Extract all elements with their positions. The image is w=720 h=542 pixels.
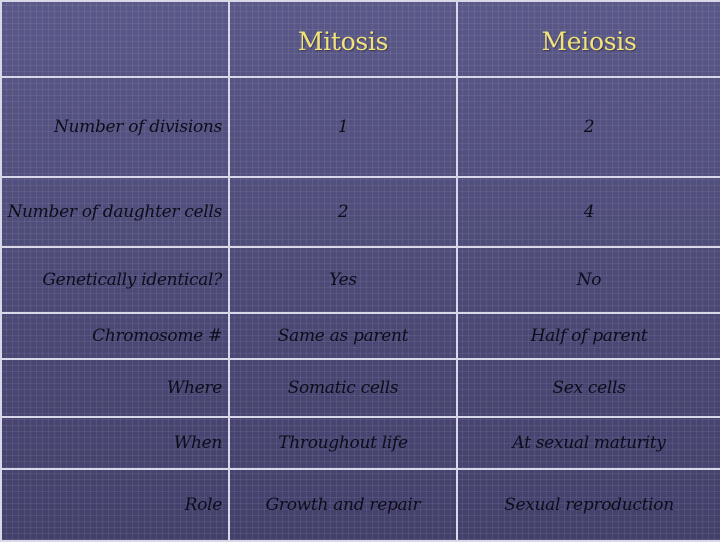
header-row: Mitosis Meiosis xyxy=(0,0,720,78)
row-label: Number of divisions xyxy=(0,76,230,178)
table-row: Chromosome # Same as parent Half of pare… xyxy=(0,312,720,360)
table-row: Number of daughter cells 2 4 xyxy=(0,176,720,248)
row-label: Where xyxy=(0,358,230,418)
row-label: When xyxy=(0,416,230,470)
meiosis-cell: 2 xyxy=(456,76,720,178)
meiosis-cell: No xyxy=(456,246,720,314)
row-label: Genetically identical? xyxy=(0,246,230,314)
table-row: Role Growth and repair Sexual reproducti… xyxy=(0,468,720,542)
meiosis-cell: At sexual maturity xyxy=(456,416,720,470)
meiosis-cell: Sexual reproduction xyxy=(456,468,720,542)
row-label: Role xyxy=(0,468,230,542)
mitosis-cell: Somatic cells xyxy=(228,358,458,418)
meiosis-cell: Half of parent xyxy=(456,312,720,360)
column-header-mitosis: Mitosis xyxy=(228,0,458,78)
meiosis-cell: 4 xyxy=(456,176,720,248)
table-row: Number of divisions 1 2 xyxy=(0,76,720,178)
row-label: Chromosome # xyxy=(0,312,230,360)
corner-cell xyxy=(0,0,230,78)
table-row: Genetically identical? Yes No xyxy=(0,246,720,314)
table-row: When Throughout life At sexual maturity xyxy=(0,416,720,470)
column-header-meiosis: Meiosis xyxy=(456,0,720,78)
mitosis-cell: 1 xyxy=(228,76,458,178)
mitosis-cell: 2 xyxy=(228,176,458,248)
mitosis-cell: Throughout life xyxy=(228,416,458,470)
row-label: Number of daughter cells xyxy=(0,176,230,248)
mitosis-cell: Same as parent xyxy=(228,312,458,360)
meiosis-cell: Sex cells xyxy=(456,358,720,418)
mitosis-cell: Yes xyxy=(228,246,458,314)
mitosis-cell: Growth and repair xyxy=(228,468,458,542)
table-row: Where Somatic cells Sex cells xyxy=(0,358,720,418)
